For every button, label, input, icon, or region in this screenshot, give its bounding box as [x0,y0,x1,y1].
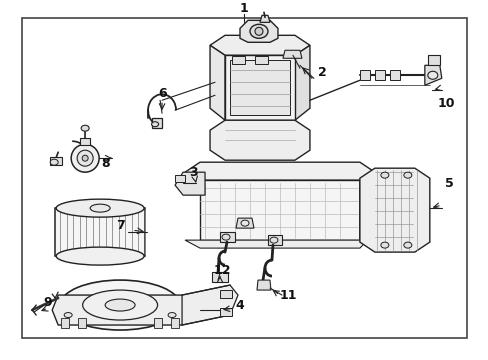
Ellipse shape [64,312,72,318]
Text: 7: 7 [116,219,124,231]
Bar [55,208,145,256]
Polygon shape [374,70,384,80]
Polygon shape [182,285,238,325]
Polygon shape [212,272,227,282]
Ellipse shape [241,220,248,226]
Ellipse shape [81,125,89,131]
Text: 12: 12 [213,264,230,276]
Polygon shape [52,295,188,325]
Text: 10: 10 [437,97,455,110]
Polygon shape [359,70,369,80]
Polygon shape [236,218,253,228]
Polygon shape [229,60,289,115]
Polygon shape [210,35,309,55]
Polygon shape [154,318,162,328]
Polygon shape [220,290,231,298]
Polygon shape [220,308,231,316]
Polygon shape [283,50,301,58]
Ellipse shape [56,199,144,217]
Polygon shape [175,172,204,195]
Polygon shape [220,232,235,242]
Text: 2: 2 [317,66,325,79]
Polygon shape [254,56,267,64]
Polygon shape [61,318,69,328]
Polygon shape [152,118,162,128]
Ellipse shape [82,290,157,320]
Ellipse shape [269,237,277,243]
Ellipse shape [427,71,437,79]
Ellipse shape [249,24,267,38]
Text: 6: 6 [158,87,166,100]
Text: 3: 3 [188,166,197,179]
Polygon shape [260,15,269,22]
Ellipse shape [168,312,176,318]
Ellipse shape [151,122,158,127]
Ellipse shape [71,144,99,172]
Bar [22,18,466,338]
Ellipse shape [403,172,411,178]
Ellipse shape [60,280,180,330]
Text: 11: 11 [279,289,296,302]
Polygon shape [231,56,244,64]
Polygon shape [359,172,374,240]
Polygon shape [424,65,441,85]
Polygon shape [210,45,224,120]
Ellipse shape [380,242,388,248]
Polygon shape [78,318,86,328]
Polygon shape [240,20,277,42]
Ellipse shape [77,150,93,166]
Polygon shape [50,157,62,165]
Polygon shape [184,232,374,248]
Text: 1: 1 [239,2,248,15]
Polygon shape [389,70,399,80]
Text: 5: 5 [445,177,453,190]
Ellipse shape [254,27,263,35]
Polygon shape [257,280,270,290]
Ellipse shape [403,242,411,248]
Polygon shape [175,175,184,182]
Polygon shape [200,180,359,240]
Polygon shape [294,45,309,120]
Ellipse shape [90,204,110,212]
Ellipse shape [50,159,58,165]
Polygon shape [267,235,282,245]
Ellipse shape [105,299,135,311]
Ellipse shape [82,155,88,161]
Polygon shape [224,55,294,120]
Ellipse shape [380,172,388,178]
Ellipse shape [222,234,229,240]
Text: 4: 4 [235,298,244,311]
Polygon shape [210,120,309,160]
Polygon shape [184,162,374,180]
Ellipse shape [56,247,144,265]
Polygon shape [359,168,429,252]
Polygon shape [427,55,439,65]
Polygon shape [80,138,90,145]
Text: 9: 9 [44,296,52,309]
Polygon shape [171,318,179,328]
Text: 8: 8 [101,157,109,170]
